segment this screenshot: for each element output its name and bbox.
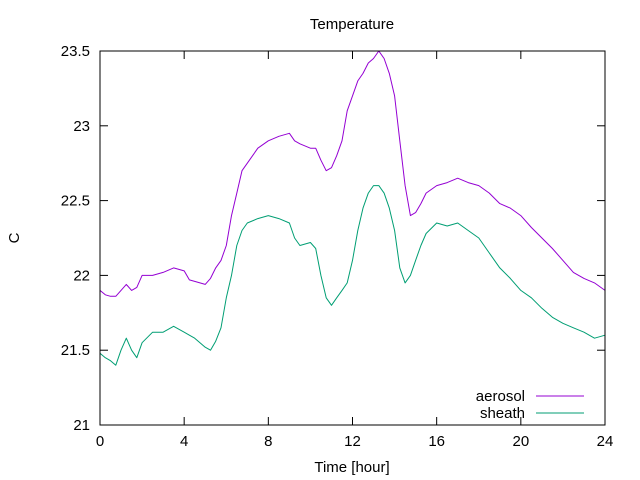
y-tick-label: 21.5 (61, 342, 90, 359)
y-tick-label: 22.5 (61, 193, 90, 210)
legend-label-aerosol: aerosol (476, 388, 525, 405)
plot-frame (99, 50, 606, 426)
chart-title: Temperature (310, 16, 394, 33)
x-tick-label: 12 (344, 433, 361, 450)
x-tick-label: 20 (512, 433, 529, 450)
x-tick-label: 8 (264, 433, 272, 450)
series-layer (99, 50, 606, 366)
y-tick-label: 23.5 (61, 43, 90, 60)
series-line-sheath (99, 185, 606, 366)
series-line-aerosol (99, 50, 606, 297)
x-tick-label: 4 (180, 433, 188, 450)
y-tick-label: 22 (73, 267, 90, 284)
x-tick-label: 24 (597, 433, 614, 450)
legend-label-sheath: sheath (480, 405, 525, 422)
x-tick-label: 0 (96, 433, 104, 450)
y-tick-label: 21 (73, 417, 90, 434)
y-axis-label: C (6, 232, 23, 243)
x-axis-label: Time [hour] (314, 459, 389, 476)
axis-ticks: 0 4 8 12 16 20 24 21 21.5 22 22.5 23 23.5 (61, 43, 614, 450)
y-tick-label: 23 (73, 118, 90, 135)
x-tick-label: 16 (428, 433, 445, 450)
